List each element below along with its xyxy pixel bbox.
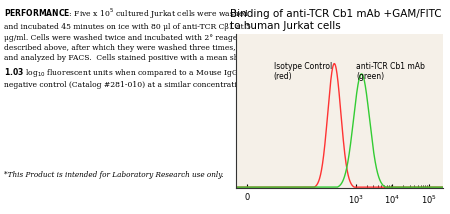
Text: $\bf{PERFORMANCE}$: Five x 10$^5$ cultured Jurkat cells were washed
and incubate: $\bf{PERFORMANCE}$: Five x 10$^5$ cultur…	[4, 6, 257, 89]
Text: anti-TCR Cb1 mAb
(green): anti-TCR Cb1 mAb (green)	[356, 62, 425, 81]
Text: Binding of anti-TCR Cb1 mAb +GAM/FITC
to human Jurkat cells: Binding of anti-TCR Cb1 mAb +GAM/FITC to…	[230, 9, 441, 31]
Text: Isotype Control
(red): Isotype Control (red)	[274, 62, 332, 81]
Text: *This Product is intended for Laboratory Research use only.: *This Product is intended for Laboratory…	[4, 171, 224, 179]
